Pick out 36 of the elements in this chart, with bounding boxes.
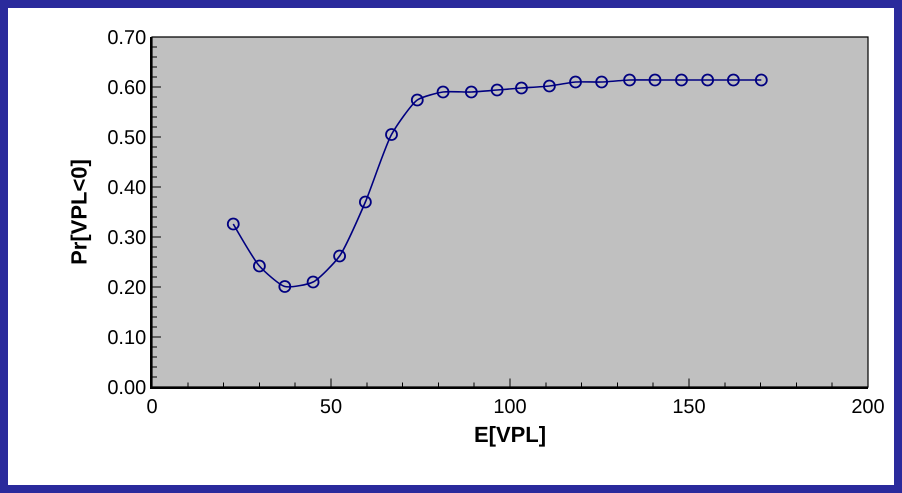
point bbox=[385, 128, 398, 141]
point bbox=[358, 196, 372, 208]
x-tick-label: 100 bbox=[493, 396, 527, 418]
x-tick-label: 150 bbox=[672, 396, 706, 418]
point bbox=[542, 80, 556, 92]
point bbox=[595, 76, 608, 88]
point bbox=[278, 280, 292, 293]
x-tick-label: 50 bbox=[320, 396, 342, 418]
x-tick-label: 200 bbox=[851, 396, 885, 418]
point bbox=[306, 276, 320, 288]
y-tick-label: 0.30 bbox=[107, 227, 146, 249]
y-tick-label: 0.00 bbox=[107, 377, 146, 399]
point bbox=[623, 74, 636, 86]
point bbox=[464, 86, 478, 98]
y-tick-label: 0.50 bbox=[107, 127, 146, 149]
point bbox=[701, 74, 714, 86]
y-tick-label: 0.60 bbox=[107, 77, 146, 99]
point bbox=[490, 84, 504, 96]
point bbox=[675, 74, 688, 86]
point bbox=[754, 74, 768, 86]
point bbox=[333, 250, 346, 262]
point bbox=[515, 82, 528, 94]
y-tick-label: 0.40 bbox=[107, 177, 146, 199]
point bbox=[648, 74, 662, 86]
point bbox=[436, 86, 450, 98]
point bbox=[726, 74, 740, 86]
point bbox=[569, 76, 582, 88]
y-tick-label: 0.20 bbox=[107, 277, 146, 299]
x-axis-title: E[VPL] bbox=[474, 422, 546, 448]
point bbox=[226, 218, 240, 230]
y-tick-label: 0.10 bbox=[107, 327, 146, 349]
point bbox=[410, 94, 424, 106]
y-tick-label: 0.70 bbox=[107, 27, 146, 49]
point bbox=[253, 260, 266, 272]
y-axis-title: Pr[VPL<0] bbox=[66, 159, 92, 265]
x-tick-label: 0 bbox=[146, 396, 158, 418]
